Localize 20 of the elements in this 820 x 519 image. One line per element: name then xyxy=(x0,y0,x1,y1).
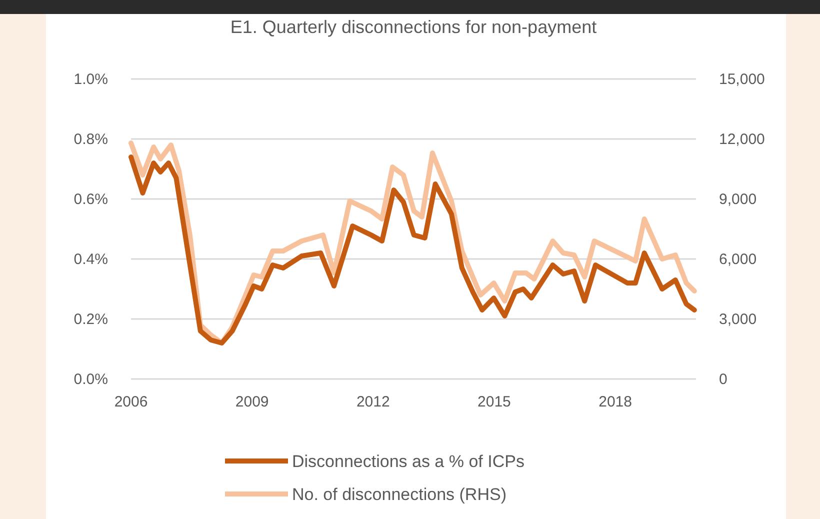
y2-tick-label: 12,000 xyxy=(719,130,765,148)
y2-tick-label: 6,000 xyxy=(719,250,757,268)
y-tick-label: 1.0% xyxy=(74,70,108,88)
y-tick-label: 0.0% xyxy=(74,370,108,388)
chart-title: E1. Quarterly disconnections for non-payment xyxy=(230,17,597,37)
y-tick-label: 0.4% xyxy=(74,250,108,268)
y-tick-label: 0.2% xyxy=(74,310,108,328)
legend-label: Disconnections as a % of ICPs xyxy=(292,452,524,471)
x-tick-label: 2015 xyxy=(478,394,511,411)
x-tick-label: 2018 xyxy=(598,394,632,411)
y2-tick-label: 3,000 xyxy=(719,310,757,328)
y-tick-label: 0.8% xyxy=(74,130,108,148)
x-tick-label: 2012 xyxy=(356,394,390,411)
y2-tick-label: 15,000 xyxy=(719,70,765,88)
x-tick-label: 2009 xyxy=(235,394,269,411)
x-tick-label: 2006 xyxy=(114,394,148,411)
y2-tick-label: 0 xyxy=(719,370,728,388)
legend-label: No. of disconnections (RHS) xyxy=(292,485,506,504)
y2-tick-label: 9,000 xyxy=(719,190,757,208)
y-tick-label: 0.6% xyxy=(74,190,108,208)
